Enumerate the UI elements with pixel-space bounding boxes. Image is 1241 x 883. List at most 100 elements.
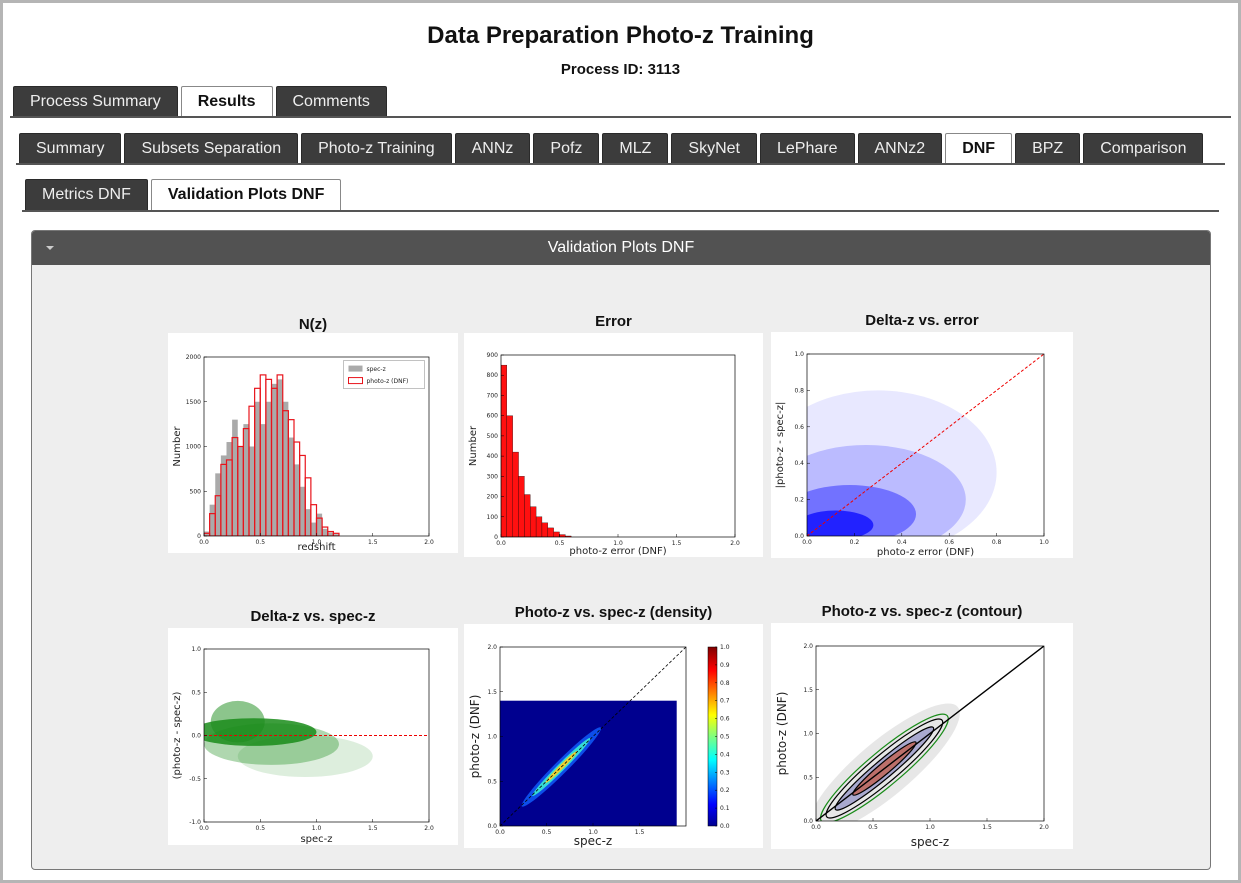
- x-tick-label: 2.0: [730, 540, 740, 547]
- histogram-bar: [524, 494, 531, 537]
- plot-area: [807, 354, 1044, 536]
- histogram-bar: [305, 509, 311, 536]
- colorbar-tick-label: 1.0: [720, 644, 730, 651]
- histogram-bar: [316, 513, 323, 536]
- tab[interactable]: BPZ: [1015, 133, 1081, 163]
- histogram-bar: [260, 424, 266, 536]
- tab[interactable]: Process Summary: [13, 86, 178, 116]
- x-tick-label: 2.0: [424, 539, 434, 546]
- plot-title: Photo-z vs. spec-z (density): [514, 604, 713, 621]
- x-tick-label: 2.0: [1039, 824, 1049, 831]
- plot-title: Photo-z vs. spec-z (contour): [821, 603, 1023, 620]
- histogram-bar: [547, 527, 554, 537]
- tab[interactable]: Summary: [19, 133, 122, 163]
- y-axis-label: photo-z (DNF): [775, 692, 789, 776]
- x-tick-label: 1.5: [635, 829, 645, 836]
- x-tick-label: 0.5: [555, 540, 565, 547]
- y-tick-label: 900: [487, 352, 499, 359]
- reference-line: [500, 647, 686, 826]
- colorbar-tick-label: 0.8: [720, 680, 730, 687]
- histogram-bar: [565, 535, 572, 537]
- y-tick-label: 1000: [186, 444, 201, 451]
- histogram-bar: [288, 437, 294, 536]
- plot-area: [500, 647, 686, 826]
- histogram-bar: [299, 486, 306, 536]
- process-id: Process ID: 3113: [560, 61, 681, 78]
- plot-image: 0.0 0.5 1.0 1.5 2.0 0.0 0.5 1.0 1.5 2.0 spec-z phot…: [771, 623, 1073, 849]
- x-tick-label: 2.0: [424, 825, 434, 832]
- contour-level: [819, 713, 949, 821]
- x-tick-label: 0.0: [496, 540, 506, 547]
- histogram-bar: [530, 506, 537, 537]
- y-tick-label: 2000: [186, 354, 201, 361]
- plot-title: Delta-z vs. error: [865, 312, 979, 329]
- tab[interactable]: ANNz2: [857, 133, 943, 163]
- plot-image: 0.0 0.2 0.4 0.6 0.8 1.0 0.0 0.2 0.4 0.6 0.8 1.0 phot…: [771, 332, 1073, 558]
- y-axis-label: photo-z (DNF): [468, 695, 482, 779]
- x-tick-label: 0.5: [255, 539, 265, 546]
- page-title: Data Preparation Photo-z Training: [427, 22, 814, 49]
- histogram-bar: [541, 522, 548, 537]
- plot-image: 0.0 0.5 1.0 1.5 2.0 -1.0 -0.5 0.0 0.5 1.0 spec-z (p…: [168, 628, 458, 845]
- y-tick-label: 1.0: [803, 731, 813, 738]
- y-tick-label: 2.0: [487, 644, 497, 651]
- tab[interactable]: Comparison: [1083, 133, 1204, 163]
- y-tick-label: 300: [487, 473, 499, 480]
- tab[interactable]: Validation Plots DNF: [150, 179, 342, 210]
- panel-header[interactable]: Validation Plots DNF: [32, 231, 1210, 265]
- x-axis-label: spec-z: [911, 835, 949, 849]
- y-tick-label: 0.5: [803, 774, 813, 781]
- histogram-bar: [232, 419, 238, 536]
- point-cloud: [807, 510, 874, 536]
- y-tick-label: -1.0: [189, 819, 201, 826]
- histogram-bar: [294, 464, 300, 536]
- tab[interactable]: Results: [180, 86, 273, 116]
- x-tick-label: 1.5: [368, 825, 378, 832]
- tab[interactable]: Photo-z Training: [301, 133, 452, 163]
- y-tick-label: 0: [197, 533, 201, 540]
- reference-line: [816, 646, 1044, 821]
- plot-area: [204, 700, 429, 778]
- colorbar-tick-label: 0.4: [720, 751, 730, 758]
- tab-line: [10, 116, 1231, 118]
- algorithm-tabs: Summary Subsets Separation Photo-z Trainin…: [19, 133, 1204, 163]
- y-tick-label: 100: [487, 514, 499, 521]
- y-tick-label: 500: [190, 488, 202, 495]
- tab[interactable]: ANNz: [454, 133, 531, 163]
- y-tick-label: 0.0: [803, 818, 813, 825]
- density-map: [500, 700, 677, 826]
- y-tick-label: 0.6: [794, 424, 804, 431]
- tab[interactable]: Pofz: [533, 133, 600, 163]
- y-tick-label: 0.0: [487, 823, 497, 830]
- histogram-bar: [310, 522, 317, 536]
- tab[interactable]: MLZ: [602, 133, 669, 163]
- tab[interactable]: DNF: [945, 133, 1013, 163]
- legend-swatch: [348, 377, 363, 385]
- point-cloud: [204, 723, 339, 765]
- histogram-bar: [265, 401, 272, 536]
- main-tabs: Process Summary Results Comments: [13, 86, 387, 116]
- plot-image: 0.0 0.5 1.0 1.5 2.0 0 100 200 300 400 500 600 700 800…: [464, 333, 763, 557]
- histogram-bar: [506, 415, 513, 537]
- point-cloud: [807, 390, 997, 536]
- histogram-bar: [237, 446, 244, 536]
- y-tick-label: 0.5: [487, 778, 497, 785]
- histogram-bar: [282, 401, 289, 536]
- sub-tabs: Metrics DNF Validation Plots DNF: [25, 179, 342, 210]
- y-tick-label: 0.4: [794, 460, 804, 467]
- tab[interactable]: LePhare: [760, 133, 855, 163]
- tab[interactable]: Metrics DNF: [25, 179, 148, 210]
- y-tick-label: 0.0: [191, 733, 201, 740]
- tab[interactable]: Subsets Separation: [124, 133, 299, 163]
- tab[interactable]: SkyNet: [671, 133, 757, 163]
- colorbar-tick-label: 0.9: [720, 662, 730, 669]
- legend-swatch: [348, 365, 363, 372]
- point-cloud: [807, 485, 917, 536]
- contour-level: [825, 718, 944, 819]
- plot-title: N(z): [298, 316, 328, 333]
- x-tick-label: 1.0: [312, 539, 322, 546]
- tab-line: [22, 210, 1219, 212]
- plot-image: 0.0 0.1 0.2 0.3 0.4 0.5 0.6 0.7 0.8 0.9 1.0 0.0 0.5 1…: [464, 624, 763, 848]
- tab[interactable]: Comments: [275, 86, 387, 116]
- histogram-bar: [271, 383, 278, 536]
